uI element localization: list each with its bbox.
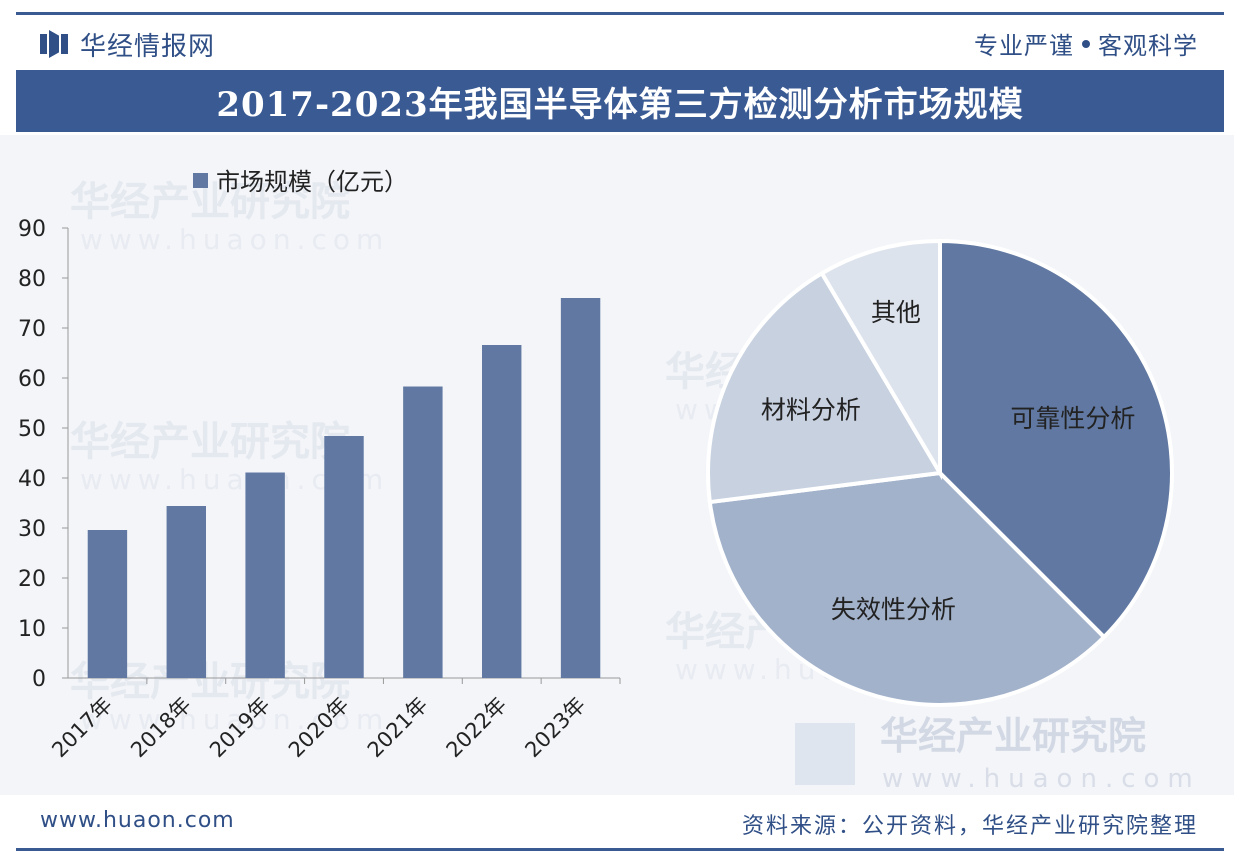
brand: 华经情报网 bbox=[40, 24, 215, 64]
pie-slice bbox=[707, 470, 1107, 707]
chart-canvas: 华经产业研究院www.huaon.com华经产业研究院www.huaon.com… bbox=[18, 168, 1201, 794]
legend-swatch bbox=[193, 173, 208, 188]
brand-name: 华经情报网 bbox=[80, 31, 216, 62]
bar bbox=[245, 472, 285, 678]
slogan: 专业严谨 客观科学 bbox=[974, 26, 1198, 61]
footer-source: 资料来源：公开资料，华经产业研究院整理 bbox=[741, 814, 1198, 839]
bar bbox=[482, 345, 522, 678]
x-tick-label: 2022年 bbox=[442, 693, 512, 763]
x-tick-label: 2023年 bbox=[520, 693, 590, 763]
pie-slice bbox=[819, 238, 942, 481]
pie-label: 材料分析 bbox=[761, 396, 861, 425]
y-tick-label: 10 bbox=[18, 617, 46, 642]
chart-area: 华经产业研究院 www.huaon.com 华经产业研究院 www.huaon.com… bbox=[0, 135, 1234, 795]
legend-label: 市场规模（亿元） bbox=[216, 168, 408, 196]
footer: www.huaon.com 资料来源：公开资料，华经产业研究院整理 bbox=[0, 800, 1234, 846]
footer-website: www.huaon.com bbox=[40, 808, 235, 833]
title-bar: 2017-2023年我国半导体第三方检测分析市场规模 bbox=[16, 70, 1224, 132]
watermark-text: 华经产业研究院 bbox=[70, 179, 350, 225]
pie-slice bbox=[938, 238, 1174, 640]
top-divider bbox=[16, 12, 1224, 15]
bar bbox=[560, 298, 601, 678]
y-tick-label: 90 bbox=[18, 217, 46, 242]
y-tick-label: 50 bbox=[18, 417, 46, 442]
bottom-divider bbox=[16, 848, 1224, 851]
y-tick-label: 70 bbox=[18, 317, 46, 342]
y-tick-label: 80 bbox=[18, 267, 46, 292]
y-tick-label: 20 bbox=[18, 567, 46, 592]
pie-label: 其他 bbox=[871, 298, 921, 327]
y-tick-label: 60 bbox=[18, 367, 46, 392]
y-tick-label: 30 bbox=[18, 517, 46, 542]
watermark-brand-text: 华经产业研究院 bbox=[880, 714, 1146, 758]
brand-logo-icon bbox=[40, 30, 68, 58]
watermark-url: www.huaon.com bbox=[80, 223, 389, 256]
bar bbox=[87, 530, 128, 678]
watermark-logo-icon bbox=[795, 723, 855, 785]
slogan-left: 专业严谨 bbox=[974, 32, 1074, 60]
bar bbox=[324, 436, 364, 678]
y-tick-label: 40 bbox=[18, 467, 46, 492]
bullet-dot-icon bbox=[1082, 39, 1090, 48]
chart-title: 2017-2023年我国半导体第三方检测分析市场规模 bbox=[216, 84, 1024, 125]
pie-label: 可靠性分析 bbox=[1010, 404, 1135, 433]
watermark-brand-url: www.huaon.com bbox=[882, 764, 1201, 794]
watermark-text: 华经产业研究院 bbox=[70, 419, 350, 465]
pie-slice bbox=[706, 270, 944, 505]
pie-label: 失效性分析 bbox=[831, 595, 956, 624]
bar bbox=[166, 506, 206, 678]
slogan-right: 客观科学 bbox=[1098, 32, 1198, 60]
y-tick-label: 0 bbox=[32, 667, 46, 692]
watermark-url: www.huaon.com bbox=[80, 703, 389, 736]
bar bbox=[403, 386, 443, 678]
